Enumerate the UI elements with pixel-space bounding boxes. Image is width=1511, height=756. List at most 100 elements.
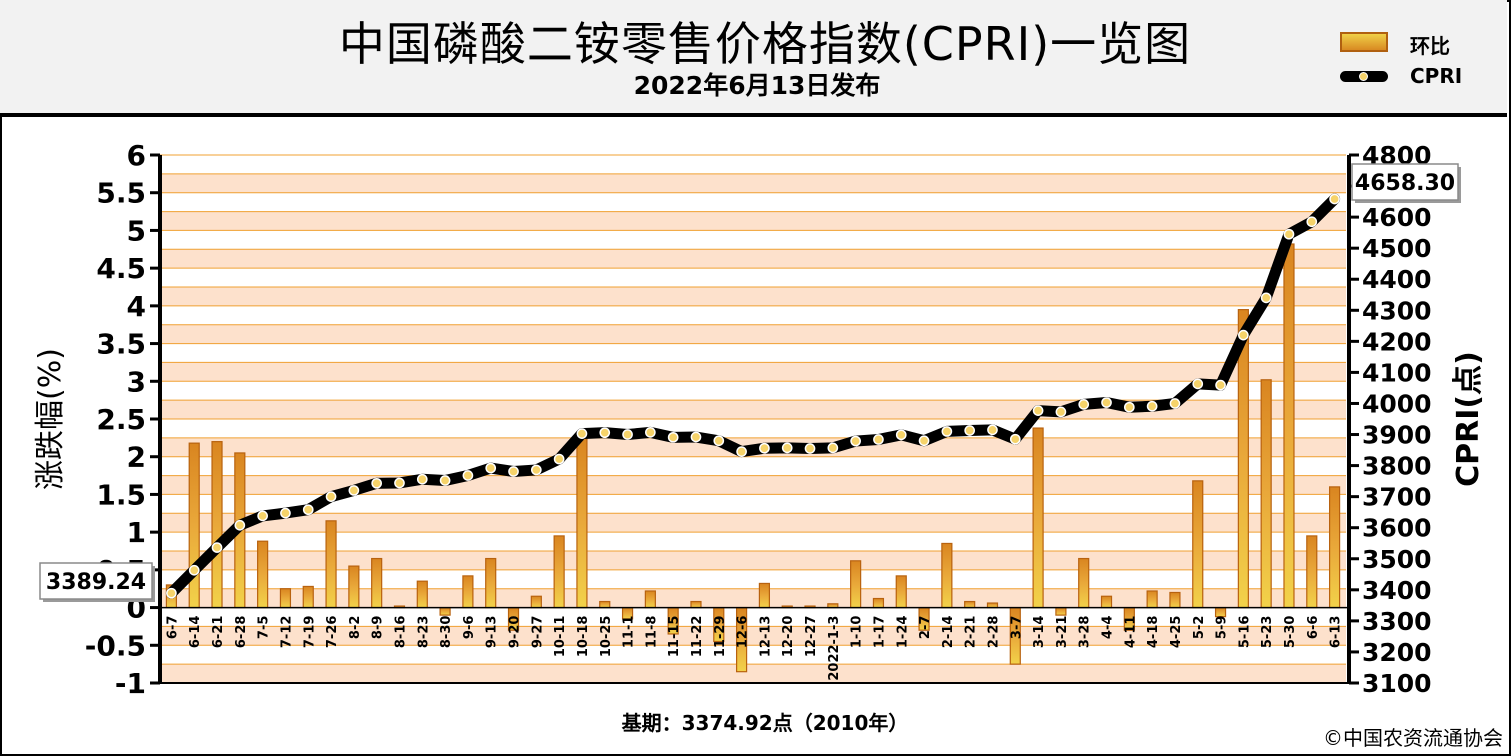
right-tick-label: 3500: [1362, 545, 1432, 574]
bar-10-18: [576, 437, 588, 609]
cpri-line: [165, 193, 1341, 599]
right-tick-label: 3700: [1362, 483, 1432, 512]
x-tick-label: 2-7: [918, 616, 933, 640]
right-tick-label: 4200: [1362, 327, 1432, 356]
legend-bar-swatch: [1340, 32, 1388, 52]
cpri-point-9-6: [462, 470, 474, 481]
x-tick-label: 4-25: [1169, 616, 1184, 649]
first-value-callout-text: 3389.24: [46, 570, 146, 595]
cpri-point-6-13: [1329, 193, 1340, 205]
x-tick-label: 9-27: [530, 616, 545, 649]
bar-10-11: [553, 535, 565, 609]
cpri-point-7-12: [280, 507, 291, 519]
x-tick-label: 5-9: [1215, 616, 1230, 640]
bar-12-13: [758, 582, 771, 609]
x-tick-label: 7-19: [302, 616, 317, 649]
cpri-point-4-25: [1169, 398, 1181, 409]
cpri-point-11-29: [713, 435, 725, 447]
cpri-point-5-23: [1260, 292, 1272, 304]
cpri-point-6-6: [1306, 216, 1318, 228]
cpri-point-12-20: [781, 442, 793, 454]
bar-10-25: [599, 600, 611, 609]
cpri-point-7-19: [302, 504, 314, 516]
x-tick-label: 2-21: [964, 616, 979, 649]
legend-bar-label: 环比: [1410, 34, 1450, 58]
plot-band: [160, 155, 1346, 174]
cpri-point-2-7: [918, 435, 930, 447]
x-tick-label: 11-22: [690, 616, 705, 658]
cpri-point-8-9: [371, 477, 383, 489]
left-tick-label: 1.5: [96, 478, 146, 511]
bar-6-13: [1328, 486, 1341, 609]
x-tick-label: 12-27: [804, 616, 819, 658]
x-tick-label: 6-14: [188, 616, 203, 649]
plot-band: [160, 607, 1346, 627]
bar-9-6: [462, 575, 474, 609]
cpri-point-6-28: [234, 519, 246, 531]
cpri-point-6-21: [211, 542, 223, 553]
x-tick-label: 3-21: [1055, 616, 1070, 649]
bar-11-8: [644, 590, 656, 609]
plot-band: [160, 626, 1346, 646]
x-tick-label: 11-29: [713, 616, 728, 658]
cpri-point-9-27: [530, 464, 542, 476]
cpri-point-3-28: [1078, 399, 1090, 410]
bar-3-14: [1032, 427, 1044, 609]
left-tick-label: 5.5: [96, 177, 146, 210]
x-tick-label: 3-14: [1032, 616, 1047, 649]
bar-5-2: [1192, 480, 1204, 609]
right-tick-label: 3600: [1362, 514, 1432, 543]
bar-8-30: [439, 606, 451, 616]
bar-5-23: [1260, 379, 1272, 609]
cpri-point-8-23: [416, 473, 428, 485]
bar-7-19: [302, 585, 314, 609]
plot-band: [160, 381, 1346, 401]
cpri-point-3-7: [1009, 433, 1021, 445]
cpri-point-3-14: [1032, 405, 1044, 416]
left-tick-label: 6: [127, 139, 146, 172]
x-tick-label: 1-10: [850, 616, 865, 649]
chart-svg: 65.554.543.532.521.510.50-0.5-1480047004…: [33, 139, 1486, 700]
bar-5-30: [1283, 243, 1295, 609]
x-tick-label: 5-16: [1237, 616, 1252, 649]
cpri-point-10-18: [576, 428, 588, 439]
left-tick-label: 1: [127, 516, 146, 549]
right-tick-label: 3100: [1362, 669, 1432, 698]
x-tick-label: 8-23: [416, 616, 431, 649]
plot-band: [160, 287, 1346, 306]
bar-6-6: [1306, 535, 1318, 609]
bar-5-9: [1214, 606, 1227, 618]
plot-band: [160, 362, 1346, 382]
cpri-point-1-10: [850, 435, 861, 447]
first-value-callout-box: [39, 562, 153, 600]
x-tick-label: 2-14: [941, 616, 956, 649]
x-tick-label: 6-28: [234, 616, 249, 649]
bar-8-23: [416, 580, 428, 609]
plot-band: [160, 268, 1346, 287]
bar-11-22: [690, 600, 702, 609]
bar-2-14: [941, 542, 953, 609]
plot-band: [160, 569, 1346, 589]
x-tick-label: 9-6: [462, 616, 477, 640]
x-tick-label: 8-2: [348, 616, 363, 640]
cpri-point-7-5: [257, 510, 268, 522]
x-tick-label: 1-17: [872, 616, 887, 649]
plot-band: [160, 664, 1346, 683]
x-tick-label: 2-28: [986, 616, 1001, 649]
right-tick-label: 4400: [1362, 265, 1432, 294]
x-tick-label: 11-1: [622, 616, 637, 649]
cpri-point-12-27: [804, 443, 816, 454]
bar-6-21: [211, 441, 223, 609]
bar-9-27: [530, 595, 542, 609]
x-tick-label: 5-23: [1260, 616, 1275, 649]
right-tick-label: 3300: [1362, 607, 1432, 636]
cpri-point-11-15: [667, 431, 679, 443]
cpri-point-5-16: [1238, 329, 1249, 341]
bar-4-4: [1100, 595, 1113, 609]
cpri-point-8-30: [439, 475, 451, 486]
cpri-point-4-4: [1101, 397, 1112, 408]
left-tick-label: 4: [127, 290, 146, 323]
bar-8-2: [348, 565, 360, 609]
cpri-point-2022-1-3: [827, 442, 839, 454]
header-panel: 中国磷酸二铵零售价格指数(CPRI)一览图 2022年6月13日发布 环比 CP…: [0, 0, 1507, 117]
